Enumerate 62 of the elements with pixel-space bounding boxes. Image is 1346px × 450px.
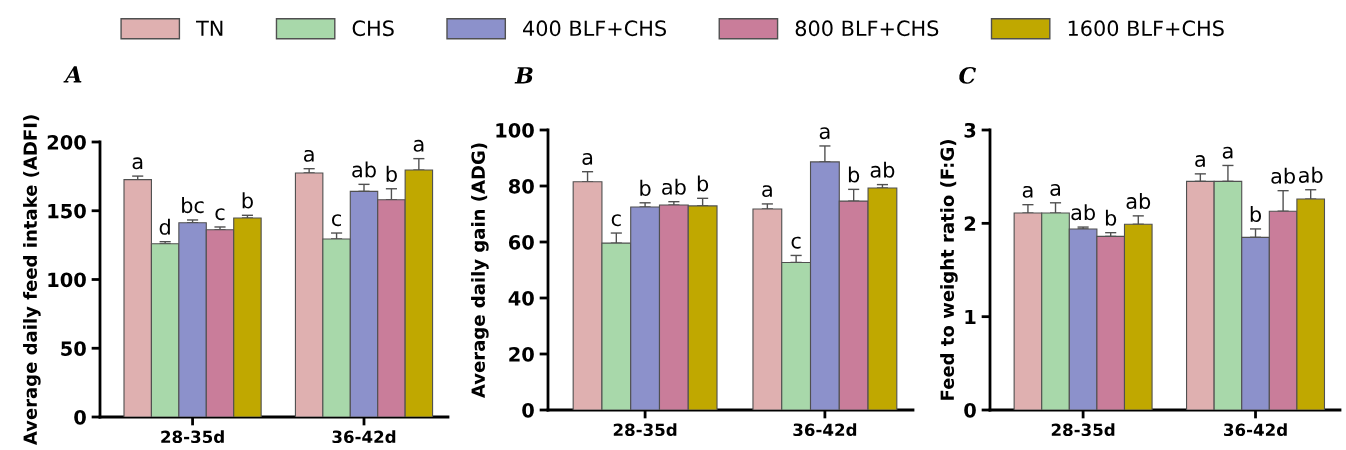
y-tick-label: 3: [964, 122, 976, 138]
data-label: a: [1195, 155, 1205, 168]
x-tick-label: 28-35d: [613, 423, 677, 437]
y-tick-label: 60: [508, 234, 534, 250]
y-tick-label: 100: [48, 272, 86, 288]
y-tick-label: 40: [508, 290, 534, 306]
x-tick-label: 28-35d: [1051, 423, 1115, 437]
y-tick-label: 0: [522, 402, 534, 418]
chart-title: A: [63, 66, 82, 83]
data-label: bc: [182, 197, 204, 214]
chart-title: C: [959, 66, 976, 84]
data-label: a: [413, 139, 424, 152]
data-label: ab: [1298, 166, 1323, 183]
legend-label: TN: [196, 20, 223, 36]
data-label: a: [304, 149, 314, 162]
data-label: b: [1105, 209, 1117, 226]
data-label: c: [791, 236, 801, 249]
data-label: c: [215, 208, 225, 221]
y-tick-label: 100: [496, 122, 534, 138]
y-axis-title: Average daily gain (ADG): [471, 143, 489, 398]
data-label: a: [132, 157, 143, 170]
y-axis-title: Feed to weight ratio (F:G): [940, 140, 958, 400]
data-label: ab: [1126, 192, 1151, 210]
y-tick-label: 2: [964, 216, 976, 231]
data-label: b: [640, 179, 651, 196]
data-label: b: [848, 166, 860, 183]
y-tick-label: 200: [47, 134, 86, 150]
y-tick-label: 0: [964, 402, 976, 418]
legend-label: 1600 BLF+CHS: [1068, 20, 1224, 37]
y-tick-label: 80: [508, 178, 534, 194]
legend-label: CHS: [352, 20, 394, 37]
x-tick-label: 36-42d: [1224, 423, 1287, 437]
data-label: b: [386, 165, 397, 182]
data-label: c: [611, 214, 621, 227]
y-tick-label: 50: [61, 341, 86, 356]
x-tick-label: 28-35d: [161, 430, 224, 444]
data-label: a: [1022, 185, 1033, 198]
data-label: c: [331, 214, 342, 227]
chart-title: B: [514, 67, 533, 84]
data-label: b: [697, 175, 709, 192]
x-tick-label: 36-42d: [793, 423, 857, 437]
legend-label: 800 BLF+CHS: [795, 20, 939, 37]
data-label: a: [1050, 184, 1061, 196]
data-label: d: [159, 218, 170, 235]
data-label: b: [242, 192, 253, 209]
legend-label: 400 BLF+CHS: [523, 20, 666, 37]
data-label: a: [819, 127, 830, 140]
data-label: ab: [870, 161, 895, 178]
y-tick-label: 20: [509, 346, 534, 362]
data-label: ab: [1271, 167, 1295, 184]
data-label: ab: [662, 178, 686, 195]
x-tick-label: 36-42d: [332, 430, 396, 444]
y-tick-label: 150: [48, 203, 86, 219]
data-label: a: [1222, 146, 1233, 159]
y-axis-title: Average daily feed intake (ADFI): [23, 115, 41, 446]
data-label: ab: [1071, 204, 1095, 221]
y-tick-label: 0: [74, 409, 86, 425]
y-tick-label: 1: [965, 309, 976, 325]
data-label: b: [1250, 205, 1261, 223]
data-label: ab: [352, 161, 376, 178]
data-label: a: [762, 185, 772, 198]
data-label: a: [582, 152, 593, 165]
